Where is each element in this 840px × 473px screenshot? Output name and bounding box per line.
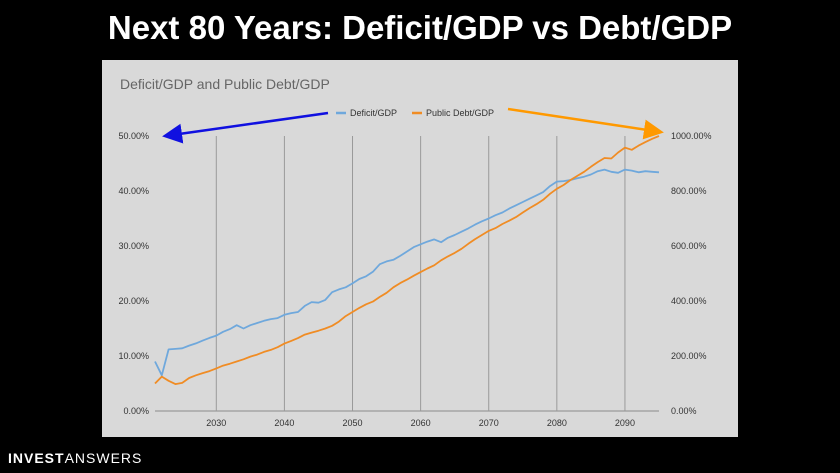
legend-label-deficit: Deficit/GDP xyxy=(350,108,397,118)
chart-panel: Deficit/GDP and Public Debt/GDP 0.00% 10.… xyxy=(102,60,738,437)
x-tick-label: 2090 xyxy=(615,418,635,428)
x-tick-label: 2050 xyxy=(342,418,362,428)
legend-label-debt: Public Debt/GDP xyxy=(426,108,494,118)
y-right-tick-label: 200.00% xyxy=(671,351,707,361)
y-right-tick-label: 600.00% xyxy=(671,241,707,251)
series-layer xyxy=(154,135,660,386)
arrow-to-left-axis xyxy=(162,111,329,144)
brand-logo-part1: INVEST xyxy=(8,450,65,466)
legend-layer: Deficit/GDP Public Debt/GDP xyxy=(336,108,494,118)
y-left-tick-label: 10.00% xyxy=(118,351,149,361)
y-right-tick-label: 800.00% xyxy=(671,186,707,196)
y-left-tick-label: 50.00% xyxy=(118,131,149,141)
slide-title: Next 80 Years: Deficit/GDP vs Debt/GDP xyxy=(107,9,733,46)
y-right-tick-label: 400.00% xyxy=(671,296,707,306)
x-tick-label: 2080 xyxy=(547,418,567,428)
brand-logo: INVESTANSWERS xyxy=(8,449,142,467)
series-line-deficit xyxy=(154,168,660,377)
chart-title: Deficit/GDP and Public Debt/GDP xyxy=(120,76,330,92)
series-line-debt xyxy=(154,135,660,386)
x-tick-label: 2060 xyxy=(411,418,431,428)
y-left-tick-label: 20.00% xyxy=(118,296,149,306)
arrow-to-right-axis xyxy=(507,107,664,140)
y-right-tick-label: 1000.00% xyxy=(671,131,712,141)
y-left-tick-label: 40.00% xyxy=(118,186,149,196)
y-right-tick-label: 0.00% xyxy=(671,406,697,416)
brand-logo-part2: ANSWERS xyxy=(64,450,143,466)
chart-svg: Deficit/GDP and Public Debt/GDP 0.00% 10.… xyxy=(118,76,711,428)
x-tick-label: 2040 xyxy=(274,418,294,428)
y-left-tick-label: 30.00% xyxy=(118,241,149,251)
axis-layer: 0.00% 10.00% 20.00% 30.00% 40.00% 50.00% 0.00%… xyxy=(118,131,711,428)
y-left-tick-label: 0.00% xyxy=(123,406,149,416)
x-tick-label: 2070 xyxy=(479,418,499,428)
annotation-arrows xyxy=(162,107,664,144)
x-tick-label: 2030 xyxy=(206,418,226,428)
